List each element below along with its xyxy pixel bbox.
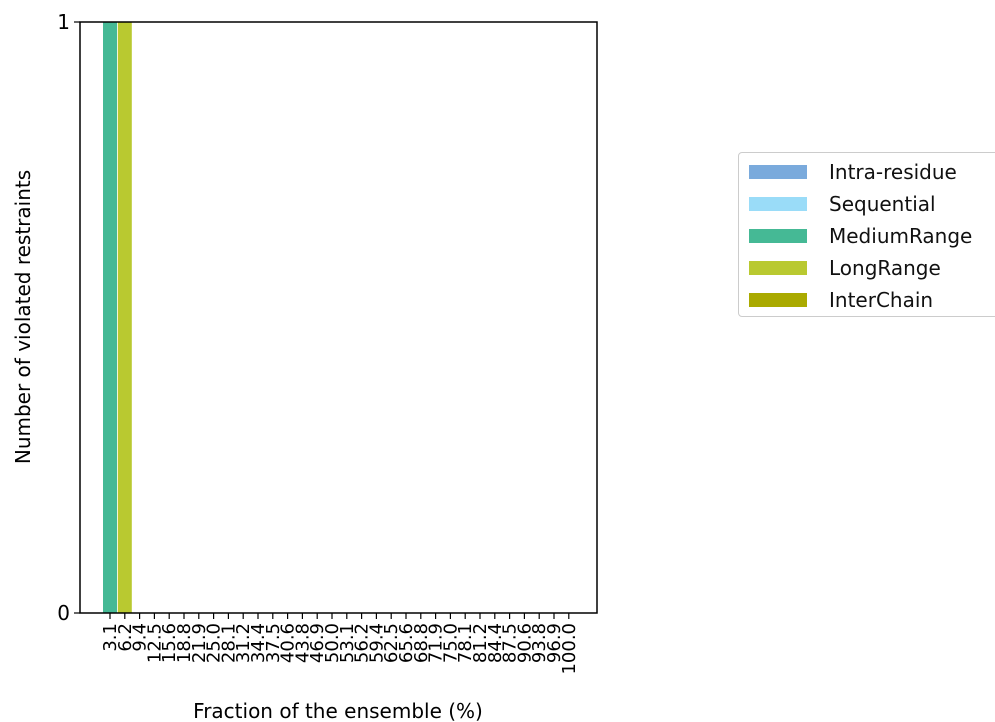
x-tick-label: 3.1 (100, 623, 121, 652)
x-tick-label: 21.9 (189, 623, 210, 663)
x-tick-label: 6.2 (115, 623, 136, 652)
legend-swatch (749, 197, 807, 211)
x-tick-label: 46.9 (307, 623, 328, 663)
legend: Intra-residue Sequential MediumRange LongRa… (738, 152, 995, 317)
x-tick-label: 34.4 (248, 623, 269, 663)
x-tick-label: 84.4 (485, 623, 506, 663)
x-tick-label: 93.8 (529, 623, 550, 663)
legend-swatch (749, 229, 807, 243)
x-axis: 3.16.29.412.515.618.821.925.028.131.234.… (100, 613, 580, 675)
legend-item-interchain: InterChain (749, 288, 934, 312)
x-tick-label: 81.2 (470, 623, 491, 663)
legend-label: MediumRange (829, 224, 973, 248)
x-tick-label: 40.6 (278, 623, 299, 663)
x-tick-label: 68.8 (411, 623, 432, 663)
x-tick-label: 12.5 (144, 623, 165, 663)
x-tick-label: 90.6 (514, 623, 535, 663)
x-tick-label: 62.5 (381, 623, 402, 663)
legend-swatch (749, 261, 807, 275)
legend-item-mediumrange: MediumRange (749, 224, 973, 248)
bar-longrange-6.2 (117, 22, 132, 613)
legend-swatch (749, 165, 807, 179)
legend-swatch (749, 293, 807, 307)
x-axis-label: Fraction of the ensemble (%) (193, 699, 483, 722)
x-tick-label: 78.1 (455, 623, 476, 663)
bar-mediumrange-3.1 (103, 22, 117, 613)
x-tick-label: 37.5 (263, 623, 284, 663)
bars-group (103, 22, 132, 613)
x-tick-label: 25.0 (204, 623, 225, 663)
x-tick-label: 9.4 (130, 623, 151, 652)
legend-label: Intra-residue (829, 160, 957, 184)
x-tick-label: 53.1 (337, 623, 358, 663)
x-tick-label: 100.0 (559, 623, 580, 675)
legend-label: LongRange (829, 256, 941, 280)
x-tick-label: 65.6 (396, 623, 417, 663)
x-tick-label: 59.4 (366, 623, 387, 663)
legend-label: InterChain (829, 288, 934, 312)
x-tick-label: 96.9 (544, 623, 565, 663)
x-tick-label: 15.6 (159, 623, 180, 663)
legend-item-sequential: Sequential (749, 192, 936, 216)
y-axis: 01 (57, 10, 80, 625)
y-axis-label: Number of violated restraints (11, 170, 35, 464)
x-tick-label: 87.5 (500, 623, 521, 663)
x-tick-label: 71.9 (426, 623, 447, 663)
x-tick-label: 18.8 (174, 623, 195, 663)
plot-frame (79, 21, 598, 614)
legend-item-longrange: LongRange (749, 256, 941, 280)
x-tick-label: 56.2 (352, 623, 373, 663)
x-tick-label: 43.8 (292, 623, 313, 663)
x-tick-label: 50.0 (322, 623, 343, 663)
legend-item-intra-residue: Intra-residue (749, 160, 957, 184)
x-tick-label: 75.0 (440, 623, 461, 663)
y-tick-label: 0 (57, 601, 70, 625)
legend-label: Sequential (829, 192, 936, 216)
y-tick-label: 1 (57, 10, 70, 34)
x-tick-label: 28.1 (218, 623, 239, 663)
x-tick-label: 31.2 (233, 623, 254, 663)
